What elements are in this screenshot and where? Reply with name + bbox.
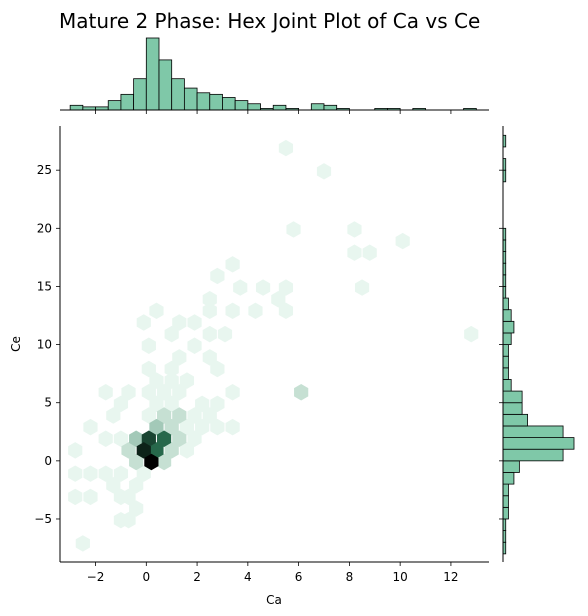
marginal-x-bar — [184, 88, 197, 110]
marginal-y-bar — [503, 298, 508, 310]
chart-title: Mature 2 Phase: Hex Joint Plot of Ca vs … — [59, 9, 480, 33]
marginal-y-bar — [503, 321, 514, 333]
y-tick-label: 20 — [37, 221, 52, 235]
marginal-y-bar — [503, 403, 522, 415]
x-tick-label: 6 — [295, 570, 303, 584]
marginal-x-bar — [134, 79, 147, 110]
marginal-y-bar — [503, 368, 508, 380]
marginal-y-bar — [503, 356, 508, 368]
marginal-x-bar — [108, 101, 121, 110]
marginal-x-bar — [248, 104, 261, 110]
marginal-x-bar — [70, 105, 83, 110]
x-tick-label: 8 — [346, 570, 354, 584]
marginal-x-bar — [273, 105, 286, 110]
marginal-y-bar — [503, 379, 511, 391]
x-tick-label: 4 — [244, 570, 252, 584]
marginal-x-bar — [210, 94, 223, 110]
marginal-x-bar — [159, 60, 172, 110]
y-axis-label: Ce — [9, 336, 23, 352]
x-tick-label: 10 — [393, 570, 408, 584]
marginal-y-bar — [503, 496, 508, 508]
y-tick-label: −5 — [34, 512, 52, 526]
marginal-x-bar — [222, 97, 235, 110]
x-tick-label: 2 — [193, 570, 201, 584]
y-tick-label: 10 — [37, 338, 52, 352]
marginal-x-bar — [121, 94, 134, 110]
marginal-y-bar — [503, 449, 563, 461]
x-axis-label: Ca — [266, 593, 282, 607]
x-tick-label: 12 — [443, 570, 458, 584]
marginal-y-bar — [503, 426, 563, 438]
marginal-y-bar — [503, 438, 574, 450]
marginal-y-bar — [503, 345, 508, 357]
marginal-x-bar — [311, 104, 324, 110]
marginal-x-bar — [197, 93, 210, 110]
y-tick-label: 0 — [44, 454, 52, 468]
marginal-y-bar — [503, 333, 511, 345]
y-tick-label: 15 — [37, 279, 52, 293]
marginal-y-bar — [503, 461, 519, 473]
y-tick-label: 25 — [37, 163, 52, 177]
marginal-y-bar — [503, 414, 528, 426]
marginal-y-bar — [503, 391, 522, 403]
y-tick-label: 5 — [44, 396, 52, 410]
x-tick-label: −2 — [87, 570, 105, 584]
marginal-y-bar — [503, 484, 508, 496]
marginal-x-bar — [324, 105, 337, 110]
marginal-x-bar — [146, 38, 159, 110]
x-tick-label: 0 — [142, 570, 150, 584]
marginal-y-bar — [503, 310, 511, 322]
marginal-y-bar — [503, 507, 508, 519]
marginal-y-bar — [503, 472, 514, 484]
marginal-x-bar — [172, 79, 185, 110]
marginal-x-bar — [235, 101, 248, 110]
